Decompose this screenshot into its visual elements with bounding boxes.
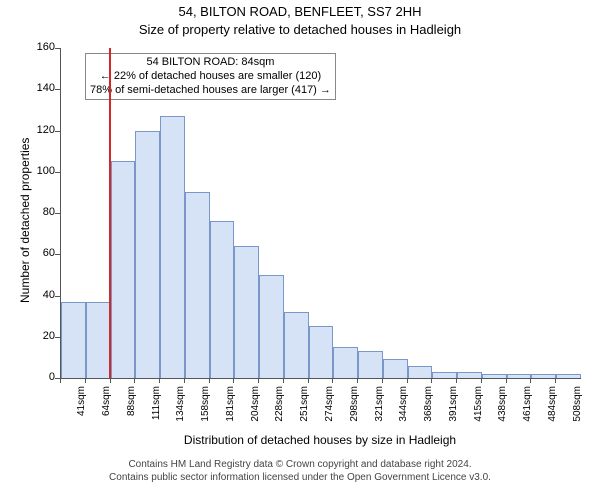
x-tick-mark xyxy=(407,378,408,383)
y-tick-label: 20 xyxy=(25,330,55,342)
x-tick-mark xyxy=(382,378,383,383)
footer-line: Contains HM Land Registry data © Crown c… xyxy=(0,458,600,471)
x-tick-mark xyxy=(159,378,160,383)
y-tick-label: 140 xyxy=(25,82,55,94)
x-tick-label: 88sqm xyxy=(126,386,137,426)
title-address: 54, BILTON ROAD, BENFLEET, SS7 2HH xyxy=(0,4,600,19)
x-tick-mark xyxy=(308,378,309,383)
y-tick-label: 100 xyxy=(25,165,55,177)
histogram-bar xyxy=(61,302,86,378)
x-tick-mark xyxy=(184,378,185,383)
x-tick-label: 344sqm xyxy=(398,386,409,426)
marker-line xyxy=(109,48,111,378)
x-tick-mark xyxy=(209,378,210,383)
histogram-bar xyxy=(234,246,259,378)
chart-container: 54, BILTON ROAD, BENFLEET, SS7 2HH Size … xyxy=(0,0,600,500)
x-tick-mark xyxy=(530,378,531,383)
histogram-bar xyxy=(259,275,284,378)
histogram-bar xyxy=(482,374,507,378)
y-tick-mark xyxy=(55,89,60,90)
y-tick-mark xyxy=(55,131,60,132)
x-tick-label: 274sqm xyxy=(324,386,335,426)
y-tick-mark xyxy=(55,296,60,297)
x-tick-label: 41sqm xyxy=(76,386,87,426)
x-tick-mark xyxy=(506,378,507,383)
footer-attribution: Contains HM Land Registry data © Crown c… xyxy=(0,458,600,484)
y-tick-label: 120 xyxy=(25,124,55,136)
x-tick-label: 298sqm xyxy=(349,386,360,426)
x-tick-mark xyxy=(456,378,457,383)
x-tick-label: 64sqm xyxy=(101,386,112,426)
x-tick-mark xyxy=(431,378,432,383)
x-tick-mark xyxy=(233,378,234,383)
histogram-bar xyxy=(160,116,185,378)
annotation-line: ← 22% of detached houses are smaller (12… xyxy=(90,70,331,84)
histogram-bar xyxy=(86,302,111,378)
histogram-bar xyxy=(507,374,532,378)
x-tick-label: 134sqm xyxy=(175,386,186,426)
x-tick-label: 391sqm xyxy=(448,386,459,426)
histogram-bar xyxy=(358,351,383,378)
histogram-bar xyxy=(531,374,556,378)
x-tick-mark xyxy=(555,378,556,383)
x-tick-mark xyxy=(60,378,61,383)
x-axis-label: Distribution of detached houses by size … xyxy=(60,433,580,447)
y-tick-mark xyxy=(55,337,60,338)
title-subtitle: Size of property relative to detached ho… xyxy=(0,22,600,37)
histogram-bar xyxy=(284,312,309,378)
y-tick-label: 80 xyxy=(25,206,55,218)
y-axis-label: Number of detached properties xyxy=(18,138,32,303)
x-tick-label: 228sqm xyxy=(274,386,285,426)
x-tick-label: 111sqm xyxy=(151,386,162,426)
y-tick-mark xyxy=(55,48,60,49)
annotation-line: 54 BILTON ROAD: 84sqm xyxy=(90,56,331,70)
x-tick-label: 415sqm xyxy=(473,386,484,426)
annotation-line: 78% of semi-detached houses are larger (… xyxy=(90,84,331,98)
histogram-bar xyxy=(333,347,358,378)
x-tick-label: 508sqm xyxy=(572,386,583,426)
x-tick-mark xyxy=(258,378,259,383)
x-tick-label: 438sqm xyxy=(497,386,508,426)
x-tick-label: 158sqm xyxy=(200,386,211,426)
x-tick-mark xyxy=(110,378,111,383)
y-tick-label: 160 xyxy=(25,41,55,53)
x-tick-mark xyxy=(283,378,284,383)
x-tick-label: 181sqm xyxy=(225,386,236,426)
histogram-bar xyxy=(432,372,457,378)
histogram-bar xyxy=(309,326,334,378)
histogram-bar xyxy=(210,221,235,378)
x-tick-mark xyxy=(85,378,86,383)
footer-line: Contains public sector information licen… xyxy=(0,471,600,484)
y-tick-mark xyxy=(55,254,60,255)
annotation-box: 54 BILTON ROAD: 84sqm ← 22% of detached … xyxy=(85,53,336,100)
x-tick-mark xyxy=(134,378,135,383)
x-tick-label: 321sqm xyxy=(374,386,385,426)
histogram-bar xyxy=(457,372,482,378)
x-tick-label: 368sqm xyxy=(423,386,434,426)
histogram-bar xyxy=(383,359,408,378)
x-tick-mark xyxy=(481,378,482,383)
histogram-bar xyxy=(556,374,581,378)
histogram-bar xyxy=(185,192,210,378)
y-tick-label: 40 xyxy=(25,289,55,301)
histogram-bar xyxy=(111,161,136,378)
x-tick-label: 251sqm xyxy=(299,386,310,426)
y-tick-label: 0 xyxy=(25,371,55,383)
x-tick-label: 461sqm xyxy=(522,386,533,426)
y-tick-mark xyxy=(55,172,60,173)
x-tick-label: 484sqm xyxy=(547,386,558,426)
x-tick-mark xyxy=(332,378,333,383)
y-tick-label: 60 xyxy=(25,247,55,259)
histogram-bar xyxy=(135,131,160,379)
histogram-bar xyxy=(408,366,433,378)
x-tick-mark xyxy=(357,378,358,383)
x-tick-label: 204sqm xyxy=(250,386,261,426)
y-tick-mark xyxy=(55,213,60,214)
